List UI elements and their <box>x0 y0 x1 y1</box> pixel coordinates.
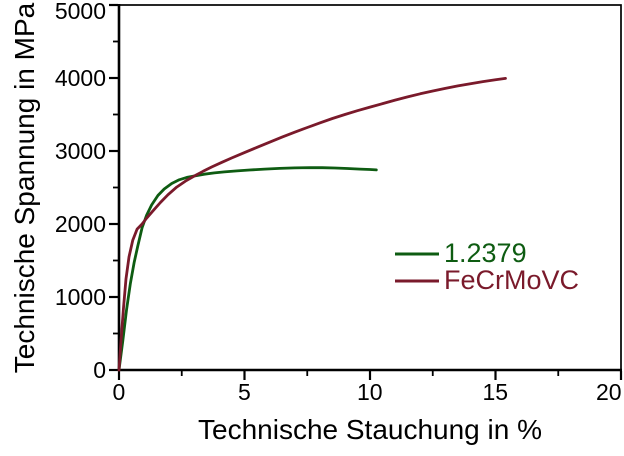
y-tick-label: 0 <box>93 356 106 383</box>
x-tick-label: 10 <box>357 379 383 405</box>
legend-row-2: FeCrMoVC <box>394 267 579 294</box>
legend: 1.2379 FeCrMoVC <box>394 240 579 294</box>
y-tick-label: 3000 <box>54 137 106 164</box>
plot-box <box>118 4 622 371</box>
legend-line-icon <box>395 279 439 282</box>
x-axis-title: Technische Stauchung in % <box>198 414 542 445</box>
y-tick-label: 1000 <box>54 283 106 310</box>
legend-label-fecrmovc: FeCrMoVC <box>444 265 580 295</box>
legend-line-icon <box>395 252 439 255</box>
y-axis-title: Technische Spannung in MPa <box>9 2 40 374</box>
curve-fecrmovc <box>117 77 507 372</box>
x-tick-label: 0 <box>112 379 126 405</box>
y-tick-label: 4000 <box>54 64 106 91</box>
x-tick-label: 5 <box>238 379 251 405</box>
curve-1-2379 <box>117 166 378 372</box>
legend-label-1-2379: 1.2379 <box>444 238 527 268</box>
y-tick-label: 2000 <box>54 210 106 237</box>
legend-row-1: 1.2379 <box>394 240 579 267</box>
y-tick-label: 5000 <box>54 0 106 24</box>
x-tick-label: 20 <box>596 379 622 405</box>
x-tick-label: 15 <box>482 379 509 405</box>
